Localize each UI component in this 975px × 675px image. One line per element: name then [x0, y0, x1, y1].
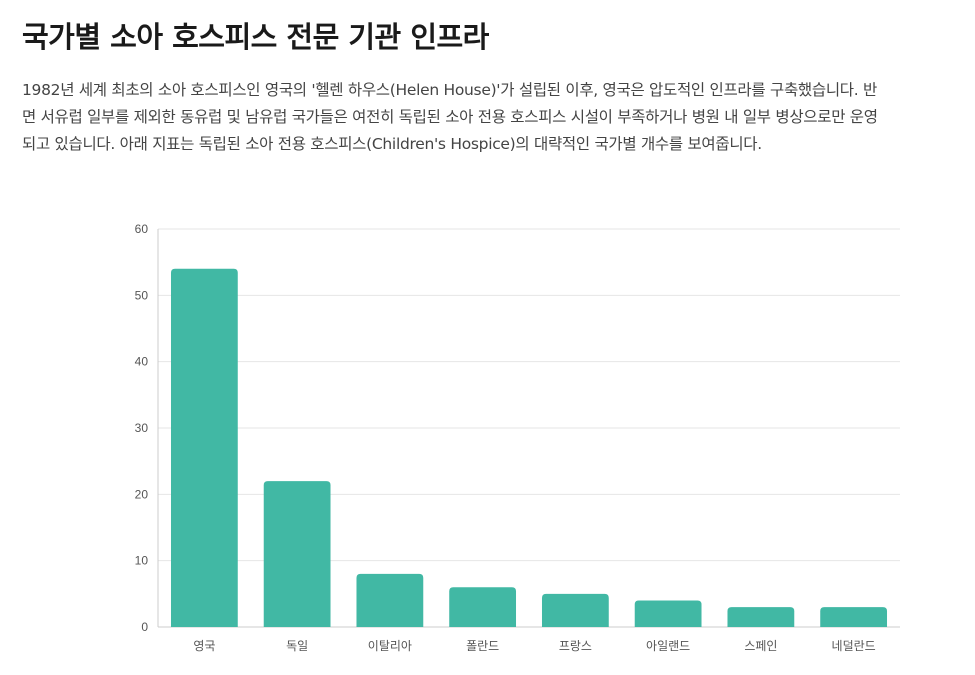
x-tick-label-7: 네덜란드	[832, 639, 876, 653]
y-tick-label-30: 30	[135, 421, 149, 435]
y-tick-label-40: 40	[135, 355, 149, 369]
grid-lines	[158, 228, 900, 562]
bar-3	[449, 587, 517, 627]
y-tick-label-50: 50	[135, 288, 149, 302]
y-tick-label-20: 20	[135, 487, 149, 501]
x-tick-label-2: 이탈리아	[368, 639, 412, 653]
x-tick-label-0: 영국	[193, 639, 215, 653]
bar-0	[170, 268, 238, 627]
y-tick-label-0: 0	[141, 620, 148, 634]
x-tick-label-1: 독일	[286, 639, 308, 653]
x-tick-label-5: 아일랜드	[646, 639, 690, 653]
bar-1	[263, 481, 331, 627]
page-description: 1982년 세계 최초의 소아 호스피스인 영국의 '헬렌 하우스(Helen …	[22, 81, 878, 153]
x-tick-label-3: 폴란드	[466, 639, 499, 653]
x-tick-label-6: 스페인	[744, 639, 777, 653]
bar-4	[541, 593, 609, 627]
y-tick-label-60: 60	[135, 222, 149, 236]
x-tick-label-4: 프랑스	[559, 639, 592, 653]
bar-6	[727, 607, 795, 627]
y-tick-label-10: 10	[135, 554, 149, 568]
bar-5	[634, 600, 702, 627]
bar-2	[356, 573, 424, 627]
bar-7	[820, 607, 888, 627]
labels: 0 10 20 30 40 50 60 영국 독일 이탈리아 폴란드 프랑스 아일랜드 스페인 네덜란드	[135, 222, 876, 653]
bars	[170, 268, 888, 627]
page-title: 국가별 소아 호스피스 전문 기관 인프라	[22, 20, 489, 54]
